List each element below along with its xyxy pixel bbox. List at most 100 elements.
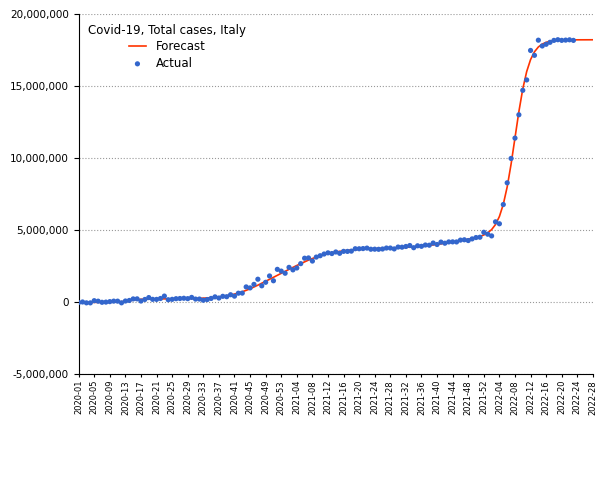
Actual	[393, 243, 403, 251]
Actual	[210, 293, 220, 300]
Actual	[491, 218, 500, 226]
Actual	[506, 155, 516, 162]
Actual	[284, 264, 294, 271]
Actual	[237, 289, 247, 297]
Actual	[444, 238, 454, 246]
Actual	[77, 298, 87, 306]
Actual	[296, 260, 306, 267]
Actual	[97, 299, 107, 306]
Actual	[428, 239, 438, 247]
Actual	[569, 36, 578, 44]
Actual	[487, 232, 497, 240]
Actual	[105, 298, 115, 305]
Actual	[249, 280, 259, 288]
Actual	[315, 252, 325, 260]
Actual	[413, 242, 422, 250]
Actual	[456, 236, 465, 244]
Actual	[101, 298, 111, 306]
Actual	[117, 299, 126, 307]
Forecast	[570, 37, 577, 43]
Actual	[342, 248, 352, 255]
Actual	[327, 250, 337, 257]
Actual	[541, 40, 551, 48]
Actual	[136, 297, 146, 305]
Forecast	[398, 245, 405, 251]
Forecast	[414, 244, 421, 250]
Actual	[366, 245, 376, 253]
Actual	[319, 250, 329, 258]
Actual	[261, 278, 270, 286]
Actual	[358, 245, 368, 252]
Actual	[502, 179, 512, 187]
Actual	[276, 267, 286, 275]
Actual	[440, 240, 450, 247]
Forecast	[558, 37, 565, 43]
Actual	[534, 36, 543, 44]
Actual	[448, 238, 457, 246]
Actual	[299, 254, 309, 262]
Actual	[152, 296, 162, 303]
Actual	[397, 243, 407, 251]
Actual	[93, 297, 103, 305]
Actual	[222, 293, 232, 300]
Actual	[374, 245, 384, 253]
Actual	[460, 236, 469, 244]
Actual	[518, 86, 528, 94]
Actual	[90, 297, 99, 304]
Actual	[120, 297, 130, 305]
Actual	[323, 249, 333, 257]
Actual	[226, 291, 235, 299]
Actual	[561, 36, 571, 44]
Actual	[417, 242, 427, 250]
Actual	[312, 253, 321, 261]
Actual	[288, 266, 298, 274]
Actual	[549, 36, 559, 44]
Actual	[339, 248, 348, 255]
Actual	[425, 241, 434, 249]
Forecast	[589, 37, 597, 43]
Actual	[280, 269, 290, 277]
Actual	[241, 283, 251, 291]
Actual	[471, 234, 481, 241]
Actual	[171, 295, 181, 302]
Actual	[564, 36, 574, 44]
Actual	[202, 296, 212, 303]
Actual	[175, 295, 185, 302]
Actual	[163, 296, 173, 303]
Actual	[148, 296, 157, 303]
Actual	[378, 245, 387, 253]
Actual	[179, 294, 189, 302]
Actual	[272, 265, 282, 273]
Actual	[269, 277, 278, 285]
Actual	[382, 244, 391, 252]
Actual	[113, 297, 122, 305]
Actual	[144, 294, 154, 301]
Actual	[420, 241, 430, 249]
Actual	[245, 284, 255, 292]
Actual	[307, 257, 317, 265]
Actual	[483, 230, 492, 238]
Actual	[537, 42, 547, 50]
Forecast	[110, 300, 117, 305]
Actual	[253, 276, 263, 283]
Actual	[499, 201, 508, 208]
Actual	[335, 250, 344, 257]
Actual	[545, 38, 555, 46]
Actual	[385, 244, 395, 252]
Actual	[155, 295, 165, 302]
Actual	[230, 292, 240, 300]
Actual	[257, 282, 267, 289]
Actual	[265, 272, 275, 280]
Actual	[553, 36, 563, 44]
Actual	[514, 111, 524, 119]
Actual	[168, 296, 177, 303]
Actual	[526, 47, 535, 54]
Actual	[214, 294, 224, 302]
Actual	[198, 296, 208, 304]
Actual	[347, 247, 356, 255]
Actual	[195, 295, 204, 303]
Actual	[475, 233, 485, 241]
Actual	[132, 295, 142, 303]
Actual	[390, 245, 399, 253]
Actual	[355, 245, 364, 252]
